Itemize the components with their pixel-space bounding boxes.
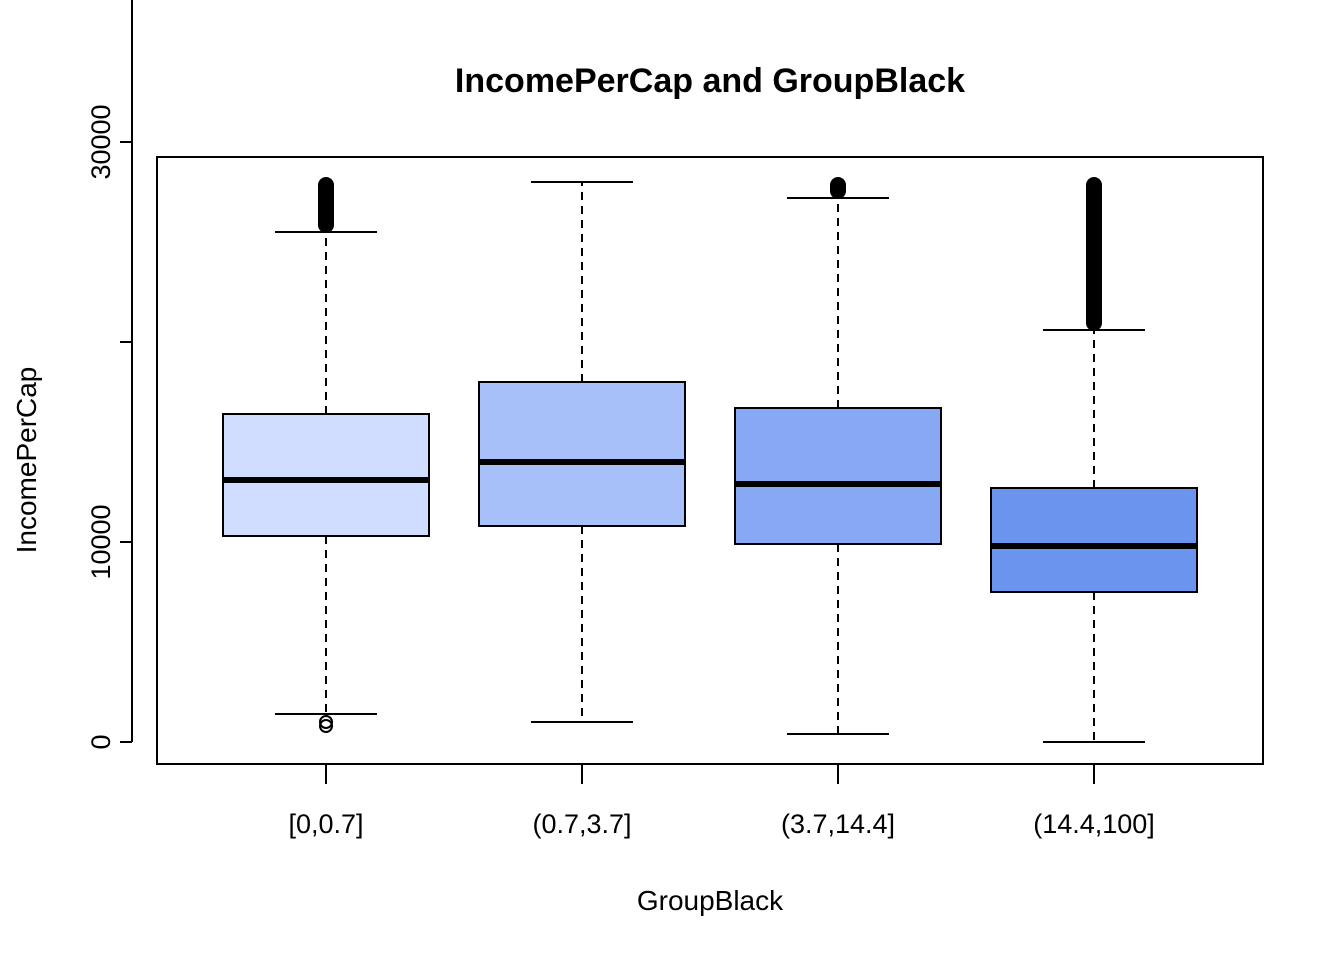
box-plot-group <box>990 177 1198 743</box>
x-axis: [0,0.7] (0.7,3.7] (3.7,14.4] (14.4,100] <box>288 764 1155 839</box>
box-plot-group <box>734 177 942 735</box>
box <box>222 413 430 537</box>
x-tick-label: [0,0.7] <box>288 809 363 839</box>
y-tick-label: 30000 <box>86 104 116 179</box>
outlier-band-high <box>318 177 334 233</box>
box-plot-group <box>222 177 430 733</box>
x-axis-label: GroupBlack <box>637 885 784 916</box>
chart-title: IncomePerCap and GroupBlack <box>455 62 965 100</box>
box-series <box>222 177 1198 743</box>
x-tick-label: (0.7,3.7] <box>532 809 631 839</box>
outlier-band-high <box>1086 177 1102 331</box>
y-tick-label: 0 <box>86 734 116 749</box>
y-axis-label: IncomePerCap <box>11 367 42 554</box>
box <box>478 381 686 527</box>
y-axis: 0100003000050000 <box>86 0 133 750</box>
x-tick-label: (14.4,100] <box>1033 809 1155 839</box>
outlier-point <box>319 719 333 733</box>
plot-frame <box>156 156 1264 765</box>
outlier-band-high <box>830 177 846 199</box>
x-tick-label: (3.7,14.4] <box>781 809 895 839</box>
box <box>734 407 942 545</box>
y-tick-label: 10000 <box>86 504 116 579</box>
box <box>990 487 1198 593</box>
box-plot-group <box>478 181 686 723</box>
outlier-point <box>319 715 333 729</box>
